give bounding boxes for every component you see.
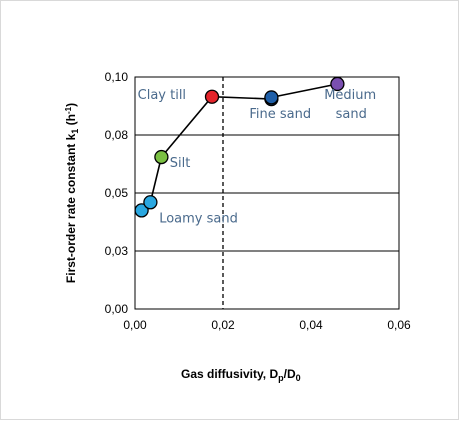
x-tick-label: 0,02 xyxy=(211,318,235,332)
y-tick-label: 0,03 xyxy=(105,244,129,258)
point-label: Medium xyxy=(324,88,376,103)
x-tick-labels: 0,00 0,02 0,04 0,06 xyxy=(123,318,411,332)
x-axis-title: Gas diffusivity, Dp/D0 xyxy=(181,367,301,383)
y-tick-label: 0,10 xyxy=(105,70,129,84)
point-label: Silt xyxy=(170,156,191,171)
x-tick-label: 0,00 xyxy=(123,318,147,332)
data-point xyxy=(204,89,220,104)
point-label: Fine sand xyxy=(249,107,311,122)
data-point xyxy=(264,90,279,105)
plot-area xyxy=(134,76,400,310)
data-point xyxy=(154,149,169,165)
y-tick-label: 0,05 xyxy=(105,186,129,200)
point-label: Clay till xyxy=(138,88,186,103)
point-label: sand xyxy=(336,107,367,122)
annotations: Clay till Fine sand Medium sand Silt Loamy sa… xyxy=(138,88,377,227)
data-point xyxy=(330,76,345,92)
data-points xyxy=(134,76,345,218)
y-tick-label: 0,08 xyxy=(105,128,129,142)
y-axis-title: First-order rate constant k1 (h-1) xyxy=(64,103,80,283)
data-point xyxy=(143,195,158,210)
x-tick-label: 0,06 xyxy=(387,318,411,332)
point-label: Loamy sand xyxy=(159,212,238,227)
x-tick-label: 0,04 xyxy=(299,318,323,332)
y-tick-label: 0,00 xyxy=(105,302,129,316)
y-tick-labels: 0,00 0,03 0,05 0,08 0,10 xyxy=(105,70,129,316)
data-point xyxy=(134,203,149,218)
